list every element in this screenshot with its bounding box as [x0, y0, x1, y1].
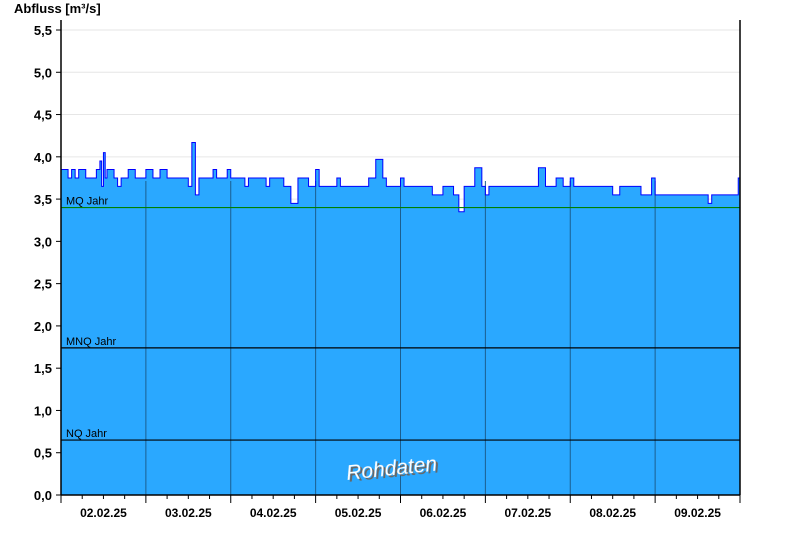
- discharge-line: [61, 141, 740, 213]
- y-tick-label: 0,5: [34, 446, 52, 461]
- x-tick-label: 09.02.25: [674, 506, 721, 520]
- day-lines: [145, 180, 656, 495]
- y-tick-label: 0,0: [34, 488, 52, 503]
- y-tick-label: 2,5: [34, 277, 52, 292]
- y-tick-label: 4,0: [34, 150, 52, 165]
- axes: 0,0 0,5 1,0 1,5 2,0 2,5 3,0 3,5 4,0 4,5 5,0 5,5 02.0…: [34, 20, 741, 520]
- y-tick-label: 5,5: [34, 23, 52, 38]
- reference-label: MNQ Jahr: [66, 336, 116, 348]
- x-tick-label: 07.02.25: [504, 506, 551, 520]
- x-tick-label: 05.02.25: [335, 506, 382, 520]
- reference-lines: MQ Jahr MNQ Jahr NQ Jahr: [61, 196, 740, 441]
- y-tick-label: 3,0: [34, 234, 52, 249]
- y-tick-label: 1,0: [34, 403, 52, 418]
- y-axis-title: Abfluss [m³/s]: [14, 1, 101, 16]
- x-tick-label: 04.02.25: [250, 506, 297, 520]
- y-tick-label: 4,5: [34, 108, 52, 123]
- x-tick-label: 06.02.25: [420, 506, 467, 520]
- y-tick-label: 5,0: [34, 65, 52, 80]
- y-tick-label: 3,5: [34, 192, 52, 207]
- x-tick-label: 03.02.25: [165, 506, 212, 520]
- reference-label: MQ Jahr: [66, 196, 109, 208]
- x-tick-label: 08.02.25: [589, 506, 636, 520]
- y-tick-label: 1,5: [34, 361, 52, 376]
- x-tick-label: 02.02.25: [80, 506, 127, 520]
- y-tick-label: 2,0: [34, 319, 52, 334]
- reference-label: NQ Jahr: [66, 428, 107, 440]
